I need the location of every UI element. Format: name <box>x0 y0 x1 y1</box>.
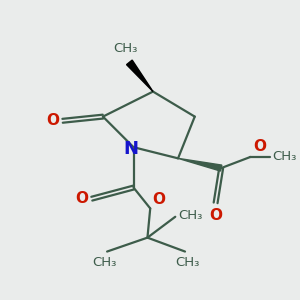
Text: O: O <box>254 139 267 154</box>
Text: CH₃: CH₃ <box>176 256 200 269</box>
Text: O: O <box>46 113 59 128</box>
Polygon shape <box>178 158 222 171</box>
Text: CH₃: CH₃ <box>92 256 116 269</box>
Text: N: N <box>124 140 139 158</box>
Text: O: O <box>152 192 166 207</box>
Text: O: O <box>209 208 222 223</box>
Text: O: O <box>76 191 88 206</box>
Text: CH₃: CH₃ <box>272 151 296 164</box>
Text: CH₃: CH₃ <box>113 42 137 55</box>
Text: CH₃: CH₃ <box>178 209 203 222</box>
Polygon shape <box>127 60 153 92</box>
